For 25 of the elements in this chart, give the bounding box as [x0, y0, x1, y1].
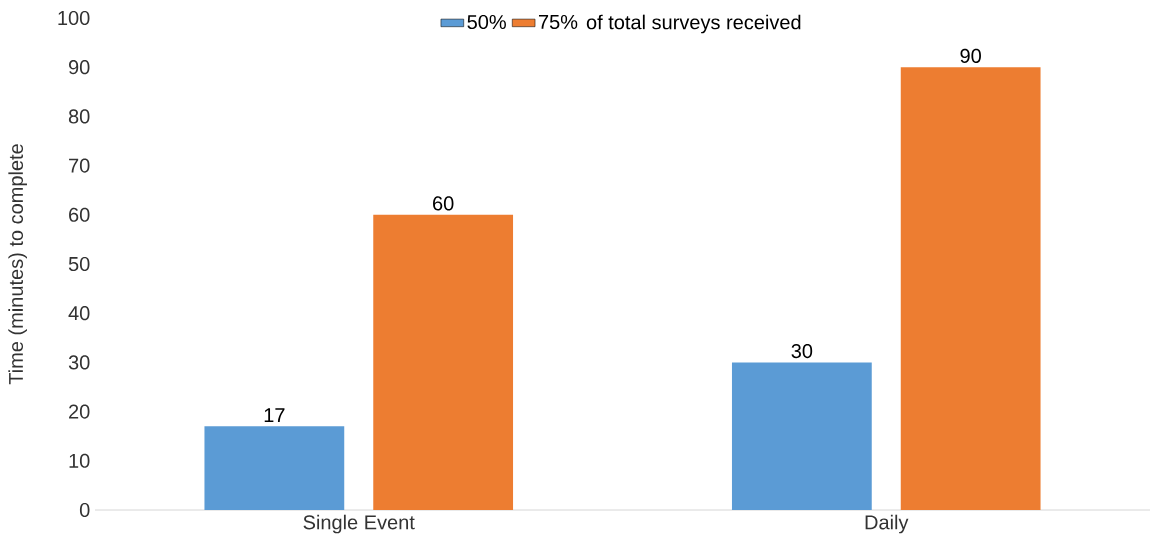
y-tick-label: 90: [68, 60, 90, 75]
y-tick-label: 40: [68, 306, 90, 321]
y-tick-label: 50: [68, 256, 90, 272]
bar: [900, 67, 1041, 510]
legend-label: 50%: [467, 14, 506, 30]
y-tick-label: 100: [58, 10, 90, 26]
y-tick-label: 70: [69, 158, 90, 173]
legend-label: 75%: [538, 14, 578, 30]
legend-title: of total surveys received: [586, 14, 801, 34]
bar: [373, 214, 514, 510]
data-label: 30: [791, 343, 813, 359]
data-label: 60: [433, 196, 454, 211]
bar: [731, 362, 872, 510]
x-tick-label: Single Event: [303, 514, 415, 534]
x-tick-label: Daily: [865, 514, 909, 534]
y-tick-label: 80: [68, 109, 90, 124]
data-label: 90: [960, 48, 981, 63]
y-tick-label: 20: [69, 404, 90, 419]
y-axis-title: Time (minutes) to complete: [8, 144, 27, 385]
data-label: 17: [264, 408, 285, 423]
y-tick-label: 10: [69, 453, 90, 468]
y-tick-label: 0: [79, 502, 90, 518]
y-tick-label: 60: [69, 207, 90, 222]
y-tick-label: 30: [68, 355, 90, 370]
bar: [204, 426, 345, 510]
